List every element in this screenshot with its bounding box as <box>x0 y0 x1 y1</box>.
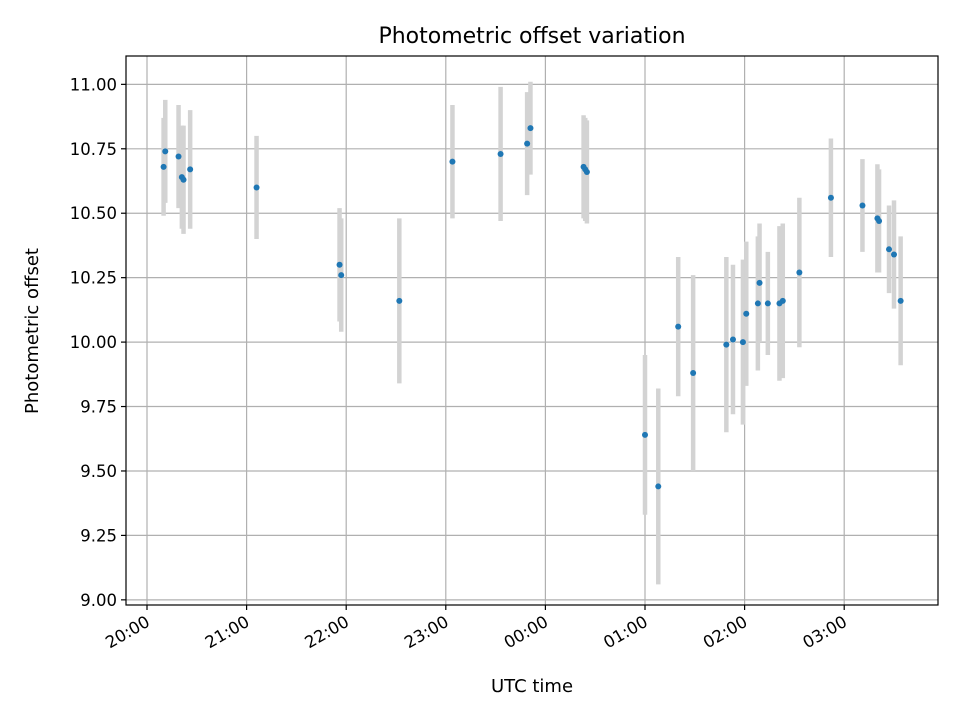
data-point <box>739 339 746 346</box>
data-point <box>187 166 194 173</box>
data-point <box>690 370 697 377</box>
y-tick-label: 9.25 <box>80 526 117 545</box>
y-tick-label: 9.75 <box>80 398 117 417</box>
data-point <box>675 323 682 330</box>
y-tick-label: 10.25 <box>70 269 117 288</box>
y-tick-label: 9.00 <box>80 591 117 610</box>
data-points <box>160 125 904 490</box>
data-point <box>876 217 883 224</box>
data-point <box>180 176 187 183</box>
data-point <box>827 194 834 201</box>
data-point <box>338 272 345 279</box>
data-point <box>642 431 648 438</box>
data-point <box>743 310 750 317</box>
plot-area-frame <box>125 55 939 606</box>
data-point <box>336 261 343 268</box>
y-tick-label: 10.50 <box>70 204 117 223</box>
data-point <box>779 297 786 304</box>
x-axis-label: UTC time <box>491 676 573 697</box>
data-point <box>253 184 260 191</box>
data-point <box>396 297 403 304</box>
data-point <box>886 246 893 253</box>
data-point <box>655 483 662 490</box>
y-axis-ticks: 9.00 9.25 9.50 9.75 10.00 10.25 10.50 10.75 11.0… <box>70 75 126 610</box>
y-tick-label: 10.00 <box>70 333 117 352</box>
y-tick-label: 10.75 <box>70 140 117 159</box>
data-point <box>160 163 167 170</box>
data-point <box>891 251 897 258</box>
data-point <box>449 158 456 165</box>
data-point <box>756 279 763 286</box>
data-point <box>796 269 803 276</box>
data-point <box>162 148 169 155</box>
data-point <box>175 153 182 160</box>
data-point <box>764 300 771 307</box>
data-point <box>583 168 590 175</box>
y-axis-label: Photometric offset <box>22 248 43 414</box>
data-point <box>723 341 730 348</box>
data-point <box>729 336 736 343</box>
data-point <box>524 140 531 147</box>
chart-title: Photometric offset variation <box>378 24 685 49</box>
y-tick-label: 9.50 <box>80 462 117 481</box>
data-point <box>897 297 904 304</box>
y-tick-label: 11.00 <box>70 75 117 94</box>
data-point <box>527 125 534 132</box>
data-point <box>859 202 866 209</box>
data-point <box>754 300 761 307</box>
data-point <box>497 150 504 157</box>
